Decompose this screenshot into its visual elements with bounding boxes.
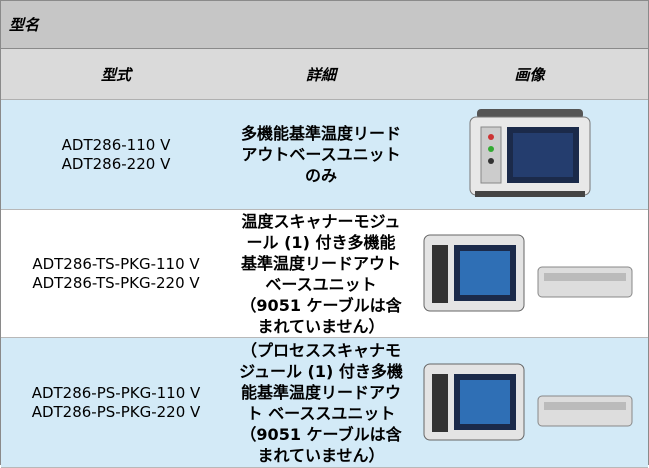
detail-cell: 温度スキャナーモジュール (1) 付き多機能基準温度リードアウト ベースユニット… <box>231 209 417 338</box>
model: ADT286-TS-PKG-220 V <box>32 273 200 292</box>
model-cell: ADT286-110 V ADT286-220 V <box>1 99 231 210</box>
model: ADT286-PS-PKG-110 V <box>31 383 201 402</box>
model: ADT286-220 V <box>61 154 171 173</box>
image-cell <box>411 99 648 210</box>
model: ADT286-TS-PKG-110 V <box>32 254 200 273</box>
table-title: 型名 <box>1 1 648 49</box>
detail-cell: 多機能基準温度リードアウトベースユニットのみ <box>231 99 411 210</box>
device-image <box>469 108 590 197</box>
header-row: 型式 詳細 画像 <box>1 49 648 100</box>
detail-cell: （プロセススキャナモジュール (1) 付き多機能基準温度リードアウト ベーススユ… <box>231 337 411 468</box>
image-cell <box>411 337 648 468</box>
model-table: 型式 詳細 画像 ADT286-110 V ADT286-220 V 多機能基準温… <box>1 49 648 468</box>
device-image <box>423 363 632 440</box>
column-header: 詳細 <box>231 49 411 100</box>
column-header: 画像 <box>411 49 648 100</box>
table-row: ADT286-PS-PKG-110 V ADT286-PS-PKG-220 V （… <box>1 337 648 468</box>
image-cell <box>411 209 648 338</box>
model: ADT286-PS-PKG-220 V <box>31 402 201 421</box>
column-header: 型式 <box>1 49 231 100</box>
device-image <box>423 234 632 311</box>
table-row: ADT286-TS-PKG-110 V ADT286-TS-PKG-220 V 温… <box>1 209 648 338</box>
model: ADT286-110 V <box>61 135 171 154</box>
model-cell: ADT286-PS-PKG-110 V ADT286-PS-PKG-220 V <box>1 337 231 468</box>
table-row: ADT286-110 V ADT286-220 V 多機能基準温度リードアウトベー… <box>1 99 648 210</box>
model-cell: ADT286-TS-PKG-110 V ADT286-TS-PKG-220 V <box>1 209 231 338</box>
